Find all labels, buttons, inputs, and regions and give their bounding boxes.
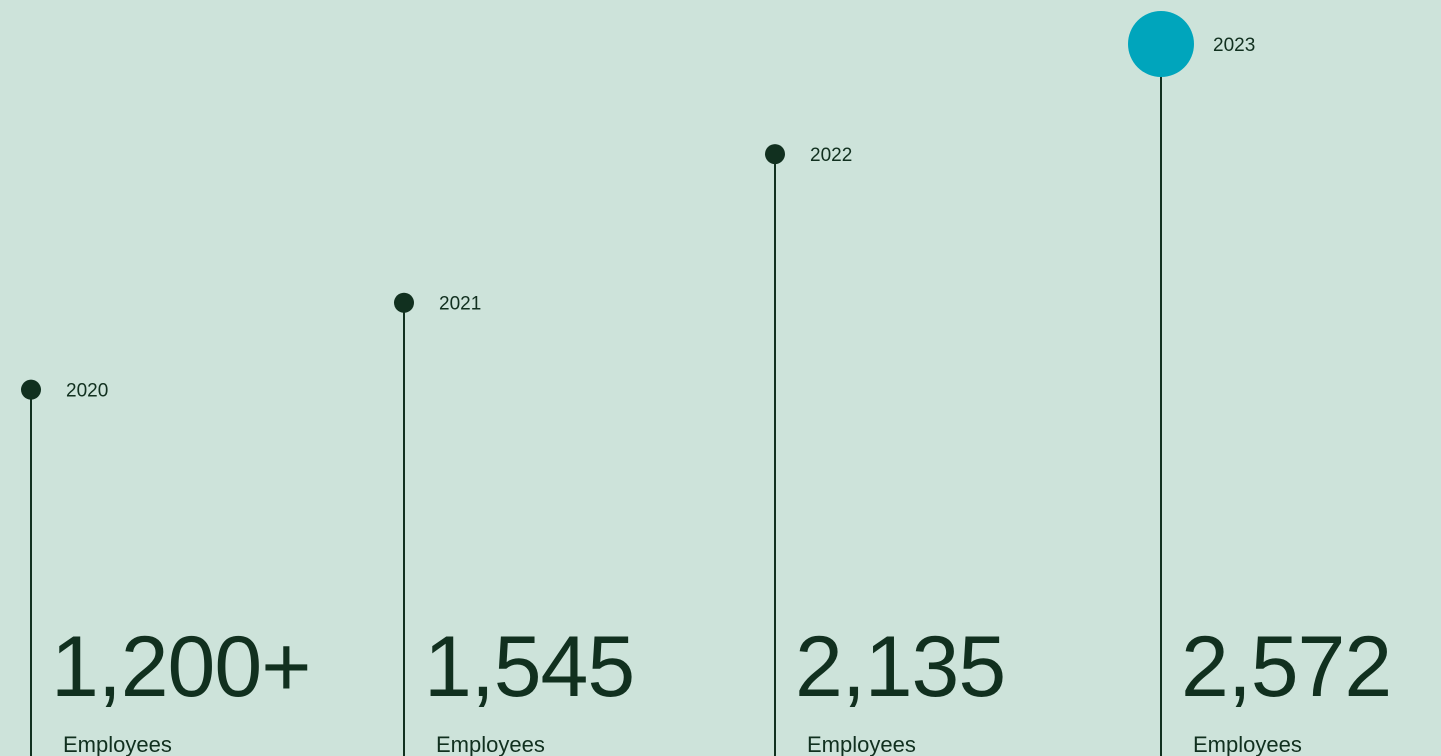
year-label-2021: 2021 xyxy=(439,294,481,315)
marker-dot-2021 xyxy=(394,292,414,313)
unit-label-2020: Employees xyxy=(63,732,172,756)
marker-dot-2023 xyxy=(1128,11,1194,77)
marker-dot-2020 xyxy=(21,379,41,400)
year-label-2022: 2022 xyxy=(810,145,852,166)
year-label-2023: 2023 xyxy=(1213,35,1255,56)
year-label-2020: 2020 xyxy=(66,381,108,402)
value-label-2021: 1,545 xyxy=(424,619,634,715)
unit-label-2021: Employees xyxy=(436,732,545,756)
value-label-2022: 2,135 xyxy=(795,619,1005,715)
marker-dot-2022 xyxy=(765,144,785,165)
unit-label-2023: Employees xyxy=(1193,732,1302,756)
unit-label-2022: Employees xyxy=(807,732,916,756)
value-label-2023: 2,572 xyxy=(1181,619,1391,715)
value-label-2020: 1,200+ xyxy=(51,619,310,715)
